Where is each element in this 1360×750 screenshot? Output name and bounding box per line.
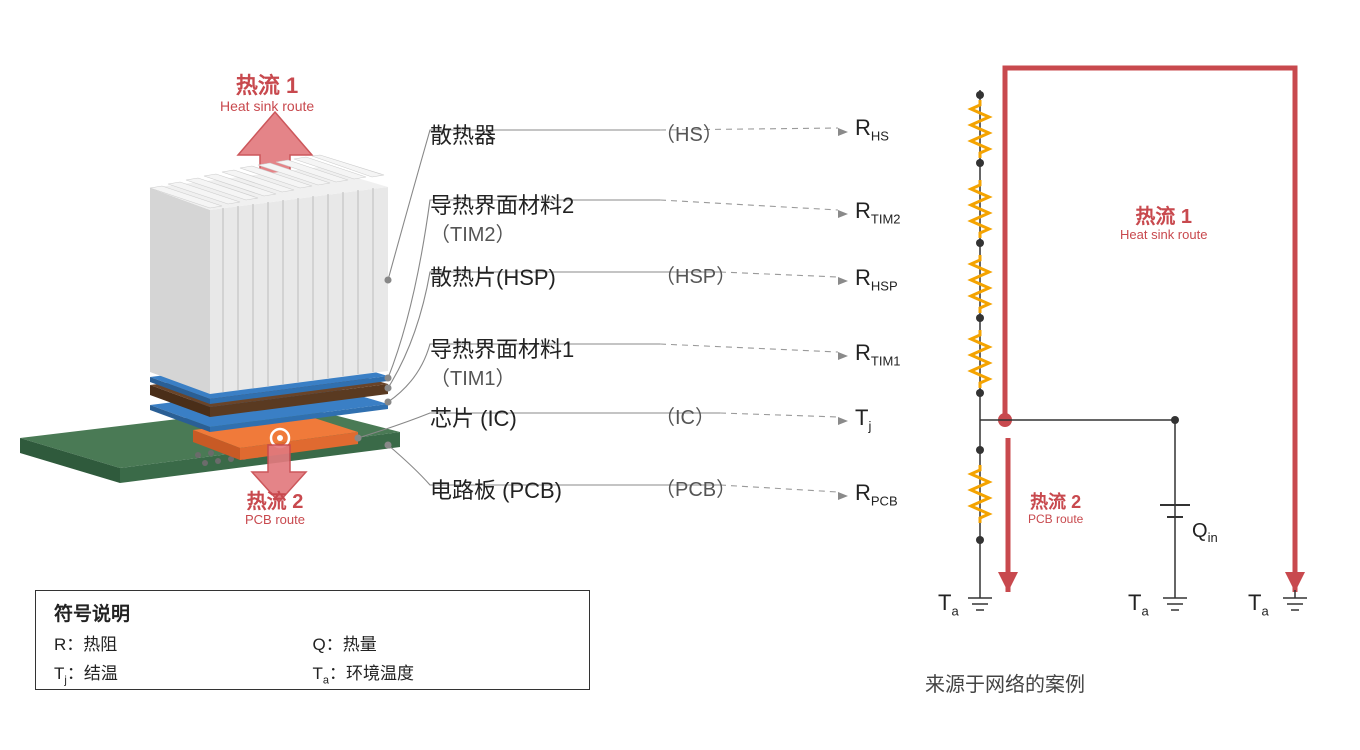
r-label-hsp: RHSP xyxy=(855,265,898,293)
heatflow2-en: PCB route xyxy=(245,512,305,527)
layer-zh: 散热片(HSP) xyxy=(430,260,556,292)
layer-zh: 电路板 (PCB) xyxy=(430,473,562,505)
bga-balls xyxy=(195,438,299,466)
heatflow1-cn: 热流 1 xyxy=(220,68,314,100)
legend-title: 符号说明 xyxy=(54,599,571,626)
legend-item: Q：热量 xyxy=(313,630,572,657)
ta-label-1: Ta xyxy=(938,590,959,618)
tim2-layer xyxy=(150,356,388,404)
tim1-layer xyxy=(150,384,388,432)
layer-label-hs: 散热器（HS） xyxy=(430,118,496,150)
layer-paren: （HS） xyxy=(655,118,723,147)
heatflow1-label: 热流 1 Heat sink route xyxy=(220,68,314,114)
circuit-heat1-label: 热流 1 Heat sink route xyxy=(1120,200,1207,242)
layer-paren: （IC） xyxy=(655,401,715,430)
r-label-ic: Tj xyxy=(855,405,871,433)
circuit xyxy=(968,68,1307,610)
ic-layer xyxy=(193,416,358,460)
ta-label-3: Ta xyxy=(1248,590,1269,618)
layer-label-ic: 芯片 (IC)（IC） xyxy=(430,401,517,433)
layer-zh: 导热界面材料2 xyxy=(430,188,574,220)
heatflow2-label: 热流 2 PCB route xyxy=(245,485,305,527)
circuit-heat2-en: PCB route xyxy=(1028,512,1083,526)
layer-paren: （PCB） xyxy=(655,473,736,502)
r-label-tim2: RTIM2 xyxy=(855,198,901,226)
qin-label: Qin xyxy=(1192,520,1218,545)
layer-paren: （HSP） xyxy=(655,260,736,289)
r-label-hs: RHS xyxy=(855,115,889,143)
layer-zh: 导热界面材料1 xyxy=(430,332,574,364)
layer-label-hsp: 散热片(HSP)（HSP） xyxy=(430,260,556,292)
layer-sub: （TIM1） xyxy=(430,362,516,391)
r-label-tim1: RTIM1 xyxy=(855,340,901,368)
layer-label-tim2: 导热界面材料2 xyxy=(430,188,574,220)
dashed-leaders xyxy=(660,128,838,492)
legend-box: 符号说明 R：热阻 Tj：结温 Q：热量 Ta：环境温度 xyxy=(35,590,590,690)
dashed-arrowheads xyxy=(838,124,848,500)
layer-label-pcb: 电路板 (PCB)（PCB） xyxy=(430,473,562,505)
layer-zh: 芯片 (IC) xyxy=(430,401,517,433)
hsp-layer xyxy=(150,364,388,417)
legend-item: Ta：环境温度 xyxy=(313,659,572,686)
heatflow-up-arrow xyxy=(238,112,312,195)
source-note: 来源于网络的案例 xyxy=(925,668,1085,697)
ta-label-2: Ta xyxy=(1128,590,1149,618)
circuit-heat2-cn: 热流 2 xyxy=(1028,488,1083,514)
layer-label-tim1: 导热界面材料1 xyxy=(430,332,574,364)
circuit-heat1-cn: 热流 1 xyxy=(1120,200,1207,229)
layer-sub: （TIM2） xyxy=(430,218,516,247)
pcb-slab xyxy=(20,405,400,483)
legend-item: Tj：结温 xyxy=(54,659,313,686)
legend-item: R：热阻 xyxy=(54,630,313,657)
heatflow2-cn: 热流 2 xyxy=(245,485,305,514)
circuit-heat1-en: Heat sink route xyxy=(1120,227,1207,242)
heatflow1-en: Heat sink route xyxy=(220,98,314,114)
layer-zh: 散热器 xyxy=(430,118,496,150)
circuit-heat2-label: 热流 2 PCB route xyxy=(1028,488,1083,526)
heatsink xyxy=(150,155,388,394)
leader-lines xyxy=(355,130,720,485)
r-label-pcb: RPCB xyxy=(855,480,898,508)
